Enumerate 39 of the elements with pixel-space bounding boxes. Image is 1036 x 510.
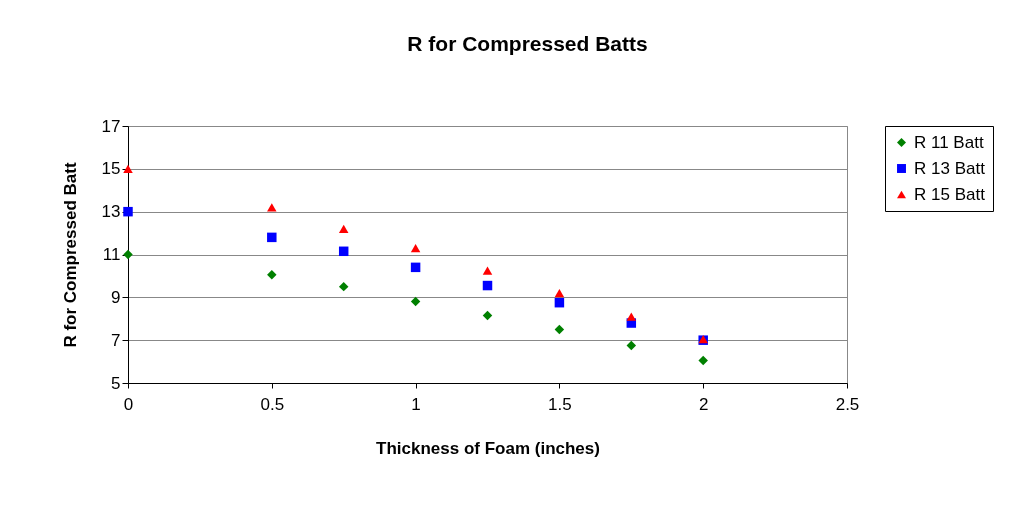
legend-label: R 15 Batt <box>914 184 986 204</box>
point <box>338 224 349 233</box>
point <box>338 281 349 292</box>
point <box>626 340 637 351</box>
point <box>123 249 133 260</box>
point <box>554 297 565 308</box>
y-tick-label: 13 <box>101 202 121 222</box>
x-axis-title: Thickness of Foam (inches) <box>376 438 600 458</box>
point <box>482 280 493 291</box>
x-tick-label: 0.5 <box>260 394 285 414</box>
point <box>123 164 133 173</box>
point <box>267 270 277 280</box>
y-tick-label: 5 <box>111 373 121 393</box>
point <box>123 206 133 217</box>
point <box>554 324 565 335</box>
point <box>410 243 421 253</box>
y-axis-title: R for Compressed Batt <box>60 162 80 348</box>
x-tick-label: 2 <box>698 394 709 414</box>
y-tick-label: 9 <box>111 287 121 307</box>
point <box>482 266 493 275</box>
y-tick-label: 11 <box>102 245 121 264</box>
point <box>267 232 277 243</box>
y-tick-label: 17 <box>101 116 121 136</box>
x-tick-label: 1 <box>411 394 421 414</box>
point <box>626 312 637 321</box>
point <box>698 355 708 366</box>
point <box>338 246 349 257</box>
legend-label: R 13 Batt <box>914 158 986 178</box>
point <box>482 310 493 321</box>
x-tick-label: 1.5 <box>548 394 572 414</box>
y-tick-label: 7 <box>111 330 121 350</box>
chart-title: R for Compressed Batts <box>407 32 648 55</box>
point <box>554 288 565 298</box>
legend-label: R 11 Batt <box>914 132 984 152</box>
x-tick-label: 0 <box>123 394 134 414</box>
y-tick-label: 15 <box>101 159 121 179</box>
point <box>410 262 421 273</box>
point <box>410 296 421 307</box>
x-tick-label: 2.5 <box>835 394 860 414</box>
